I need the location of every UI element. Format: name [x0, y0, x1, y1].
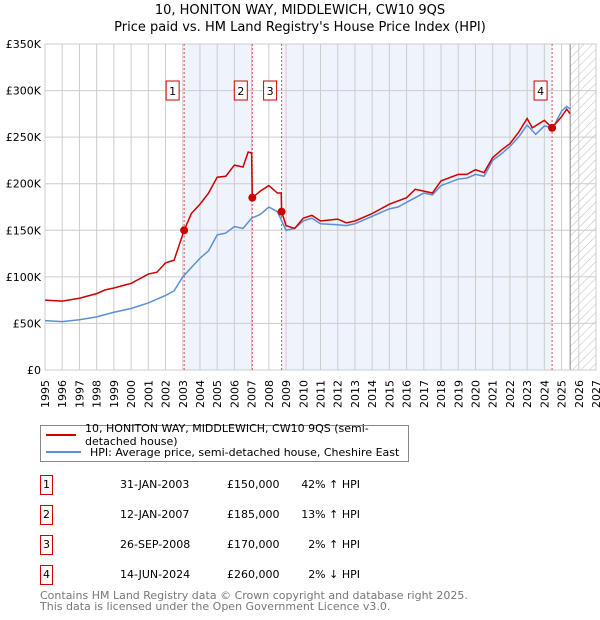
- x-tick-label: 2016: [401, 380, 414, 408]
- y-tick-label: £100K: [6, 271, 42, 284]
- x-tick-label: 2015: [383, 380, 396, 408]
- sale-date: 31-JAN-2003: [120, 478, 190, 491]
- x-tick-label: 2008: [263, 380, 276, 408]
- sale-number-badge: 3: [40, 535, 53, 555]
- sale-price: £185,000: [227, 508, 280, 521]
- x-tick-label: 2012: [332, 380, 345, 408]
- x-tick-label: 1999: [108, 380, 121, 408]
- sale-number-badge: 4: [40, 565, 53, 585]
- x-tick-label: 2024: [538, 380, 551, 408]
- y-tick-label: £300K: [6, 85, 42, 98]
- y-tick-label: £50K: [13, 317, 42, 330]
- sale-number-badge: 2: [40, 505, 53, 525]
- chart-subtitle: Price paid vs. HM Land Registry's House …: [114, 20, 486, 35]
- sale-hpi-diff: 42% ↑ HPI: [301, 478, 360, 491]
- sale-label: 3: [267, 85, 274, 98]
- sale-hpi-diff: 2% ↓ HPI: [308, 568, 360, 581]
- sale-date: 14-JUN-2024: [120, 568, 191, 581]
- sale-price: £260,000: [227, 568, 280, 581]
- x-tick-label: 2025: [556, 380, 569, 408]
- chart-title: 10, HONITON WAY, MIDDLEWICH, CW10 9QS: [154, 3, 446, 18]
- sale-label: 1: [169, 85, 176, 98]
- x-tick-label: 2017: [418, 380, 431, 408]
- legend-item-hpi: HPI: Average price, semi-detached house,…: [46, 444, 399, 460]
- y-tick-label: £350K: [6, 38, 42, 51]
- y-tick-label: £0: [27, 364, 41, 377]
- hpi-line: [44, 105, 571, 323]
- x-tick-label: 2013: [349, 380, 362, 408]
- price-chart: 1995 1996 1997 1998 1999 2000 2001 2002 2003 2004…: [6, 38, 600, 408]
- x-tick-label: 1996: [56, 380, 69, 408]
- plot-border: [44, 43, 597, 371]
- forecast-hatch: [570, 44, 596, 370]
- sale-hpi-diff: 13% ↑ HPI: [301, 508, 360, 521]
- sale-date: 12-JAN-2007: [120, 508, 190, 521]
- legend: 10, HONITON WAY, MIDDLEWICH, CW10 9QS (s…: [40, 422, 409, 462]
- x-tick-label: 2002: [160, 380, 173, 408]
- sale-price: £170,000: [227, 538, 280, 551]
- legend-label: 10, HONITON WAY, MIDDLEWICH, CW10 9QS (s…: [85, 422, 369, 448]
- x-tick-label: 2022: [504, 380, 517, 408]
- sale-label: 4: [537, 85, 544, 98]
- x-tick-label: 2021: [487, 380, 500, 408]
- x-tick-label: 2007: [246, 380, 259, 408]
- x-tick-label: 2011: [315, 380, 328, 408]
- property-price-line: [44, 107, 571, 302]
- sale-label-box: [233, 80, 248, 101]
- x-tick-label: 2026: [573, 380, 586, 408]
- sale-label-box: [165, 80, 180, 101]
- x-tick-label: 2023: [521, 380, 534, 408]
- legend-item-property: 10, HONITON WAY, MIDDLEWICH, CW10 9QS (s…: [46, 422, 408, 448]
- x-tick-label: 2014: [366, 380, 379, 408]
- sale-label: 2: [237, 85, 244, 98]
- y-tick-label: £200K: [6, 178, 42, 191]
- footer-licence: This data is licensed under the Open Gov…: [40, 600, 391, 613]
- footer-copyright: Contains HM Land Registry data © Crown c…: [40, 589, 468, 602]
- x-tick-label: 1995: [39, 380, 52, 408]
- x-tick-label: 2004: [194, 380, 207, 408]
- sale-point: [180, 226, 189, 235]
- x-tick-label: 2027: [590, 380, 600, 408]
- legend-label: HPI: Average price, semi-detached house,…: [90, 445, 400, 459]
- sale-point: [548, 123, 557, 132]
- x-tick-label: 2019: [452, 380, 465, 408]
- x-tick-label: 2005: [211, 380, 224, 408]
- sale-label-box: [533, 80, 548, 101]
- shaded-period: [281, 44, 553, 370]
- sale-hpi-diff: 2% ↑ HPI: [308, 538, 360, 551]
- x-tick-label: 2006: [228, 380, 241, 408]
- x-tick-label: 2009: [280, 380, 293, 408]
- x-tick-label: 2010: [297, 380, 310, 408]
- sale-price: £150,000: [227, 478, 280, 491]
- sale-date: 26-SEP-2008: [120, 538, 191, 551]
- legend-swatch-red: [46, 434, 77, 436]
- x-tick-label: 2020: [469, 380, 482, 408]
- x-tick-label: 1998: [91, 380, 104, 408]
- sale-number-badge: 1: [40, 475, 53, 495]
- sale-point: [277, 207, 286, 216]
- y-tick-label: £250K: [6, 131, 42, 144]
- x-tick-label: 1997: [73, 380, 86, 408]
- footer: Contains HM Land Registry data © Crown c…: [40, 590, 468, 612]
- x-tick-label: 2018: [435, 380, 448, 408]
- legend-swatch-blue: [46, 451, 81, 453]
- x-tick-label: 2000: [125, 380, 138, 408]
- x-tick-label: 2003: [177, 380, 190, 408]
- sale-point: [248, 193, 257, 202]
- sale-label-box: [263, 80, 278, 101]
- x-tick-label: 2001: [142, 380, 155, 408]
- y-tick-label: £150K: [6, 224, 42, 237]
